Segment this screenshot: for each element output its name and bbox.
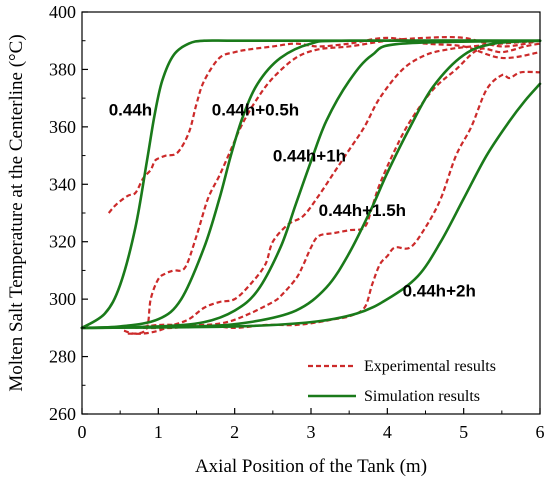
y-tick-label: 320: [49, 232, 76, 252]
experimental-series-0-44h-1-5h: [135, 42, 541, 329]
simulation-series-0-44h-1-5h: [80, 39, 542, 330]
y-tick-label: 380: [49, 59, 76, 79]
experimental-series-0-44h-2h: [143, 70, 541, 330]
simulation-series-0-44h-2h: [80, 82, 542, 330]
y-tick-label: 360: [49, 117, 76, 137]
curve-annotation: 0.44h: [109, 100, 152, 119]
x-tick-label: 6: [536, 422, 545, 442]
y-tick-label: 300: [49, 289, 76, 309]
x-tick-label: 0: [78, 422, 87, 442]
y-tick-label: 340: [49, 174, 76, 194]
curve-annotation: 0.44h+0.5h: [212, 100, 299, 119]
legend-label: Simulation results: [364, 388, 480, 405]
simulation-series-0-44h: [80, 39, 542, 330]
x-tick-label: 2: [230, 422, 239, 442]
y-tick-label: 260: [49, 404, 76, 424]
x-tick-label: 3: [307, 422, 316, 442]
x-axis-title: Axial Position of the Tank (m): [195, 456, 427, 477]
simulation-series-0-44h-1h: [80, 39, 542, 330]
x-tick-label: 5: [459, 422, 468, 442]
curve-annotation: 0.44h+1h: [273, 146, 346, 165]
x-tick-label: 1: [154, 422, 163, 442]
y-tick-label: 400: [49, 2, 76, 22]
x-tick-label: 4: [383, 422, 392, 442]
simulation-series-0-44h-0-5h: [80, 39, 542, 330]
experimental-series-0-44h-1h: [127, 39, 541, 335]
y-axis-title: Molten Salt Temperature at the Centerlin…: [6, 34, 27, 391]
curve-annotation: 0.44h+2h: [403, 281, 476, 300]
curve-annotation: 0.44h+1.5h: [319, 201, 406, 220]
legend-label: Experimental results: [364, 358, 496, 375]
plot-frame: [81, 11, 541, 415]
y-tick-label: 280: [49, 347, 76, 367]
